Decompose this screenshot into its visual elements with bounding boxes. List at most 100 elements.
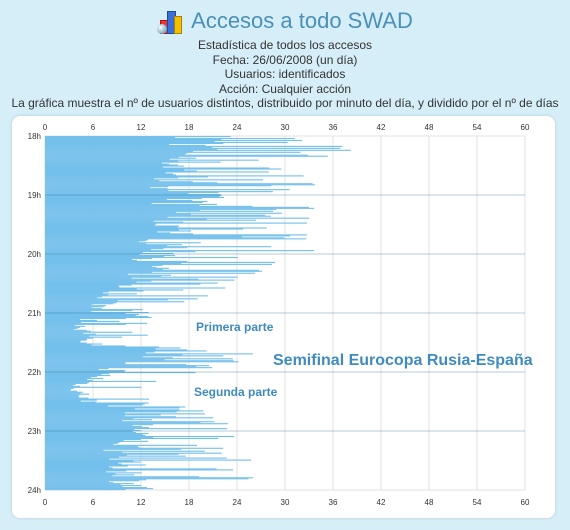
x-axis-top: 0 6 12 18 24 30 36 42 48 54 60 [43, 123, 530, 132]
minute-bar [45, 262, 182, 264]
minute-bar [45, 316, 152, 319]
minute-bar [45, 431, 136, 434]
minute-bar [45, 158, 170, 160]
minute-bar [45, 233, 194, 235]
minute-bar [45, 405, 108, 407]
minute-bar [45, 333, 97, 335]
minute-bar [45, 138, 222, 141]
minute-bar [45, 190, 169, 192]
minute-bar [45, 234, 307, 236]
minute-bar [45, 153, 186, 155]
minute-bar [45, 136, 175, 139]
minute-bar [45, 393, 90, 395]
minute-bar [45, 144, 206, 146]
minute-bar [45, 156, 179, 158]
minute-bar [45, 419, 153, 421]
minute-bar [45, 410, 204, 412]
minute-bar [45, 435, 235, 438]
minute-bar [45, 287, 226, 289]
minute-bar [45, 444, 198, 446]
statistics-date: Fecha: 26/06/2008 (un día) [212, 52, 358, 67]
minute-bar [45, 312, 149, 314]
minute-bar [45, 217, 310, 219]
minute-bar [45, 252, 144, 254]
minute-bar [45, 199, 193, 202]
minute-bar [45, 404, 143, 406]
minute-bar [45, 307, 92, 309]
minute-bar [45, 216, 168, 218]
minute-bar [45, 146, 213, 148]
minute-bar [45, 377, 104, 380]
x-tick-label-bottom: 30 [281, 498, 290, 507]
minute-bar [45, 371, 125, 373]
minute-bar [45, 443, 114, 445]
minute-bar [45, 223, 157, 225]
x-tick-label-bottom: 60 [521, 498, 530, 507]
minute-bar [45, 489, 126, 491]
minute-bar [45, 338, 87, 340]
minute-bar [45, 286, 120, 288]
minute-bar [45, 434, 146, 437]
minute-bar [45, 175, 304, 177]
minute-bar [45, 384, 73, 386]
minute-bar [45, 257, 152, 260]
minute-bar [45, 155, 328, 157]
minute-bar [45, 452, 222, 454]
x-tick-label-bottom: 54 [473, 498, 482, 507]
annotation-second-half: Segunda parte [194, 385, 278, 399]
x-tick-label-bottom: 42 [377, 498, 386, 507]
minute-bar [45, 215, 271, 217]
x-tick-label-top: 48 [425, 123, 434, 132]
minute-bar [45, 337, 94, 339]
minute-bar [45, 320, 120, 322]
minute-bar [45, 445, 138, 447]
minute-bar [45, 293, 137, 295]
minute-bar [45, 397, 89, 399]
x-tick-label-top: 36 [329, 123, 338, 132]
x-axis-bottom: 0 6 12 18 24 30 36 42 48 54 60 [43, 498, 530, 507]
minute-bar [45, 189, 290, 191]
minute-bar [45, 203, 218, 205]
chart-bars [45, 136, 351, 491]
minute-bar [45, 457, 227, 459]
minute-bar [45, 226, 178, 228]
minute-bar [45, 398, 150, 400]
minute-bar [45, 366, 197, 368]
x-tick-label-bottom: 6 [91, 498, 96, 507]
minute-bar [45, 292, 104, 294]
y-tick-label: 23h [28, 427, 41, 436]
minute-bar [45, 214, 266, 216]
minute-bar [45, 202, 152, 204]
minute-bar [45, 325, 86, 327]
minute-bar [45, 345, 126, 347]
minute-bar [45, 476, 200, 478]
minute-bar [45, 364, 187, 366]
minute-bar [45, 230, 192, 232]
minute-bar [45, 152, 187, 154]
minute-bar [45, 188, 168, 190]
minute-bar [45, 176, 209, 178]
minute-bar [45, 243, 147, 245]
minute-bar [45, 157, 197, 159]
minute-bar [45, 288, 137, 290]
minute-bar [45, 301, 185, 303]
title-row: Accesos a todo SWAD [0, 4, 570, 38]
minute-bar [45, 218, 207, 220]
minute-bar [45, 361, 239, 363]
minute-bar [45, 357, 173, 359]
minute-bar [45, 402, 149, 404]
minute-bar [45, 334, 148, 336]
x-tick-label-top: 6 [91, 123, 96, 132]
minute-bar [45, 136, 231, 138]
minute-bar [45, 324, 75, 326]
minute-bar [45, 342, 87, 344]
minute-bar [45, 382, 88, 384]
minute-bar [45, 194, 221, 196]
minute-bar [45, 269, 260, 271]
minute-bar [45, 336, 123, 338]
minute-bar [45, 259, 137, 262]
minute-bar [45, 274, 172, 276]
access-chart: 0 6 12 18 24 30 36 42 48 54 60 0 6 12 18 24 30 36 42 48 54 6… [28, 123, 533, 507]
statistics-users: Usuarios: identificados [224, 67, 346, 82]
minute-bar [45, 422, 201, 424]
